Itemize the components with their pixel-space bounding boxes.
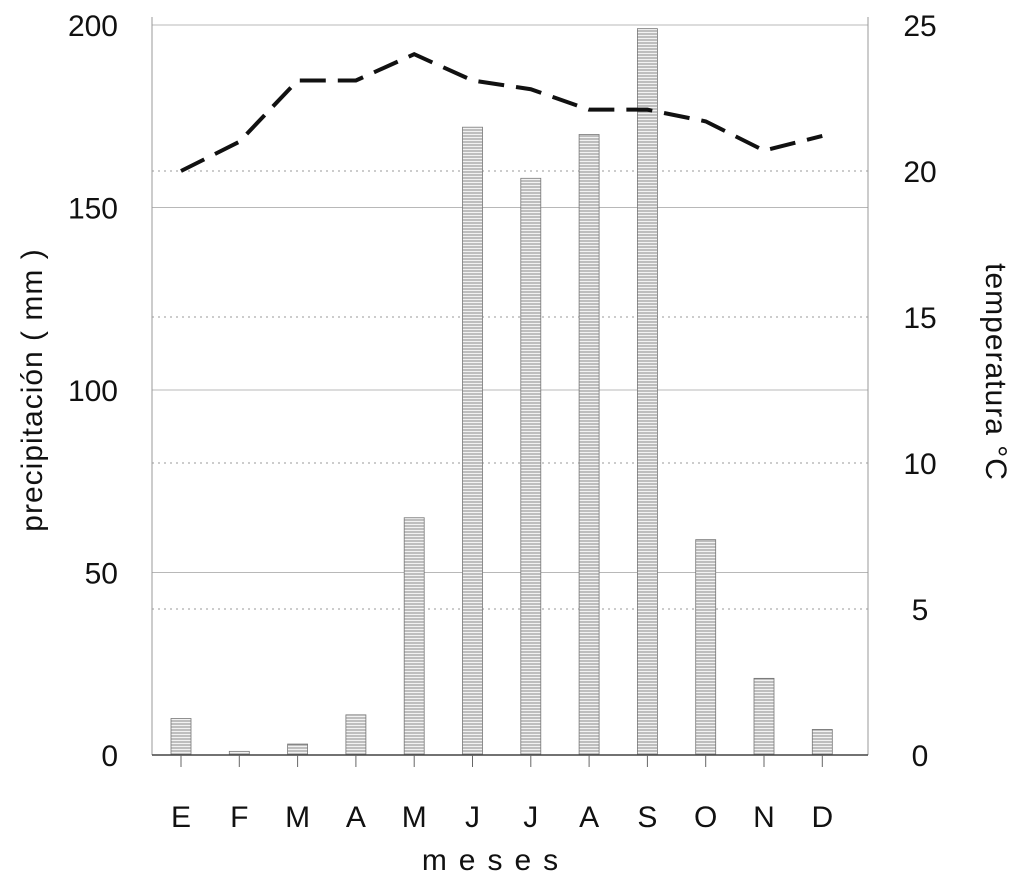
y2-tick-label: 25: [903, 10, 936, 43]
y2-tick-label: 10: [903, 448, 936, 481]
bar: [403, 517, 425, 756]
y-tick-label: 150: [68, 193, 118, 226]
y-tick-label: 100: [68, 375, 118, 408]
y-axis-title: precipitación ( mm ): [16, 248, 49, 531]
x-tick-label: S: [637, 801, 657, 834]
bar: [345, 714, 367, 756]
bar: [462, 126, 483, 756]
x-tick-label: D: [811, 801, 833, 834]
y2-tick-label: 20: [903, 156, 936, 189]
precipitation-bars: [170, 28, 833, 756]
temperature-line: [180, 52, 823, 173]
y-tick-label: 50: [85, 558, 118, 591]
x-tick-label: J: [465, 801, 480, 834]
y2-tick-label: 15: [903, 302, 936, 335]
x-tick-label: M: [285, 801, 310, 834]
y-tick-label: 0: [101, 740, 118, 773]
x-tick-label: F: [230, 801, 248, 834]
temperature-series-line: [180, 52, 823, 173]
x-tick-label: E: [171, 801, 191, 834]
bar: [811, 729, 833, 756]
x-tick-label: A: [579, 801, 599, 834]
y2-tick-label: 0: [912, 740, 929, 773]
x-tick-label: M: [402, 801, 427, 834]
tick-labels: E F M A M J J A S O N D 0 50 100 150 200 0 5 10 15 20 25: [68, 10, 937, 834]
x-axis-title: meses: [422, 844, 570, 877]
x-tick-label: J: [523, 801, 538, 834]
y2-axis-title: temperatura °C: [979, 263, 1012, 481]
bar: [287, 743, 309, 756]
bar: [753, 677, 775, 756]
y2-tick-label: 5: [912, 594, 929, 627]
x-tick-label: A: [346, 801, 366, 834]
axes: [151, 17, 869, 767]
bar: [578, 134, 600, 756]
x-tick-label: N: [753, 801, 775, 834]
grid-lines: [152, 24, 868, 756]
y-tick-label: 200: [68, 10, 118, 43]
x-tick-label: O: [694, 801, 717, 834]
bar: [637, 28, 658, 756]
bar: [170, 718, 192, 756]
bar: [520, 177, 542, 756]
bar: [695, 539, 717, 756]
